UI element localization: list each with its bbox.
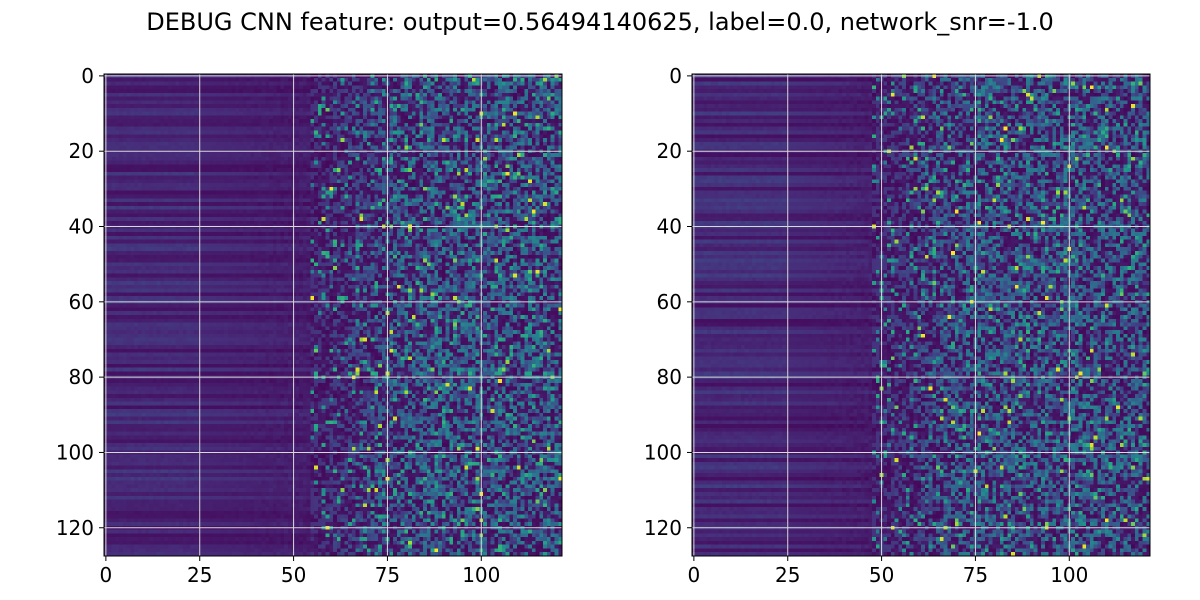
y-tick-label: 80 xyxy=(657,365,682,389)
y-tick-label: 60 xyxy=(69,290,94,314)
axes-frame xyxy=(103,73,563,557)
x-tick-label: 0 xyxy=(100,563,113,587)
right-heatmap: 0 25 50 75 100 0 20 40 60 80 100 120 xyxy=(644,64,1151,587)
x-tick-label: 100 xyxy=(462,563,500,587)
x-tick-label: 25 xyxy=(775,563,800,587)
y-tick-label: 0 xyxy=(669,64,682,88)
x-tick-label: 50 xyxy=(281,563,306,587)
y-tick-label: 120 xyxy=(644,516,682,540)
x-tick-label: 50 xyxy=(869,563,894,587)
y-tick-label: 20 xyxy=(69,139,94,163)
y-tick-label: 80 xyxy=(69,365,94,389)
x-tick-label: 0 xyxy=(688,563,701,587)
heatmap-raster xyxy=(104,74,563,557)
y-tick-label: 0 xyxy=(81,64,94,88)
x-tick-label: 25 xyxy=(187,563,212,587)
y-tick-label: 20 xyxy=(657,139,682,163)
y-tick-label: 60 xyxy=(657,290,682,314)
figure-title: DEBUG CNN feature: output=0.56494140625,… xyxy=(0,8,1200,36)
axes-frame xyxy=(691,73,1151,557)
x-tick-label: 100 xyxy=(1050,563,1088,587)
y-tick-label: 100 xyxy=(644,440,682,464)
heatmap-raster xyxy=(692,74,1151,557)
left-heatmap: 0 25 50 75 100 0 20 40 60 80 100 120 xyxy=(56,64,563,587)
x-tick-label: 75 xyxy=(375,563,400,587)
y-tick-label: 40 xyxy=(657,215,682,239)
y-tick-label: 120 xyxy=(56,516,94,540)
y-tick-label: 40 xyxy=(69,215,94,239)
x-tick-label: 75 xyxy=(963,563,988,587)
y-tick-label: 100 xyxy=(56,440,94,464)
